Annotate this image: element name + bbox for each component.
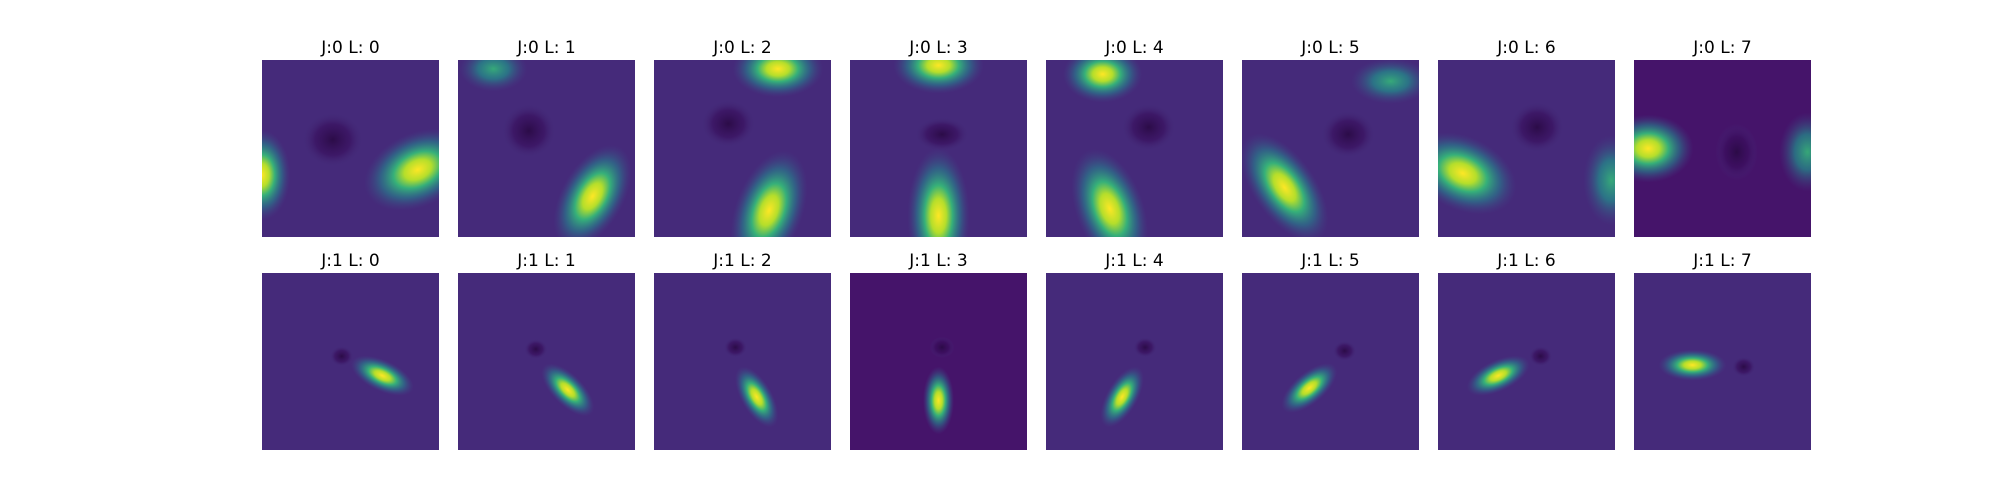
panel-title: J:0 L: 1 [516,38,575,58]
panel-title: J:1 L: 1 [516,251,575,271]
heatmap-panel [850,60,1027,237]
positive-lobe [734,366,779,428]
panel-title: J:1 L: 2 [712,251,771,271]
panel-title: J:0 L: 4 [1104,38,1163,58]
positive-lobe [1281,363,1338,413]
positive-lobe [541,363,595,417]
panel-title: J:1 L: 7 [1692,251,1751,271]
heatmap-panel [1438,60,1615,237]
negative-lobe [700,98,757,149]
negative-lobe [929,336,955,358]
panel-title: J:0 L: 6 [1496,38,1555,58]
negative-lobe [523,338,549,360]
heatmap-panel [458,60,635,237]
panel-title: J:0 L: 0 [320,38,379,58]
positive-lobe [1100,366,1144,428]
heatmap-background [654,273,831,450]
positive-lobe [364,128,439,211]
heatmap-panel [1242,60,1419,237]
positive-lobe [553,144,632,237]
panel-title: J:0 L: 2 [712,38,771,58]
positive-lobe [1063,60,1143,103]
positive-lobe [1466,355,1530,396]
negative-lobe [1508,100,1566,154]
heatmap-panel [1634,60,1811,237]
negative-lobe [1715,123,1758,181]
panel-title: J:1 L: 0 [320,251,379,271]
panel-title: J:0 L: 5 [1300,38,1359,58]
heatmap-panel [262,60,439,237]
negative-lobe [300,111,365,168]
negative-lobe [1120,102,1177,153]
positive-lobe [459,60,528,92]
positive-lobe [1438,132,1517,215]
heatmap-panel [1242,273,1419,450]
negative-lobe [913,116,971,153]
positive-lobe [732,60,824,98]
positive-lobe [1658,349,1727,381]
heatmap-panel [1634,273,1811,450]
positive-lobe [1351,60,1419,104]
heatmap-background [458,273,635,450]
panel-title: J:0 L: 7 [1692,38,1751,58]
heatmap-panel [262,273,439,450]
positive-lobe [1242,133,1329,237]
negative-lobe [500,102,558,160]
positive-lobe [350,355,414,396]
heatmap-panel [1438,273,1615,450]
negative-lobe [1319,109,1377,160]
heatmap-panel [1046,273,1223,450]
positive-lobe [907,147,970,237]
panel-title: J:0 L: 3 [908,38,967,58]
positive-lobe [730,150,808,237]
positive-lobe [1779,112,1811,192]
negative-lobe [723,336,748,358]
heatmap-panel [1046,60,1223,237]
heatmap-background [1242,273,1419,450]
heatmap-panel [458,273,635,450]
negative-lobe [1332,340,1358,362]
heatmap-background [1046,273,1223,450]
heatmap-panel [654,273,831,450]
negative-lobe [1132,336,1158,358]
positive-lobe [893,60,984,94]
negative-lobe [1731,356,1757,378]
positive-lobe [1634,114,1694,183]
negative-lobe [329,345,355,367]
negative-lobe [1528,345,1554,367]
panel-title: J:1 L: 5 [1300,251,1359,271]
positive-lobe [262,129,291,221]
positive-lobe [1071,148,1149,237]
panel-title: J:1 L: 6 [1496,251,1555,271]
panel-title: J:1 L: 4 [1104,251,1163,271]
positive-lobe [1583,135,1615,226]
heatmap-panel [850,273,1027,450]
heatmap-panel [654,60,831,237]
panel-title: J:1 L: 3 [908,251,967,271]
positive-lobe [922,366,955,435]
